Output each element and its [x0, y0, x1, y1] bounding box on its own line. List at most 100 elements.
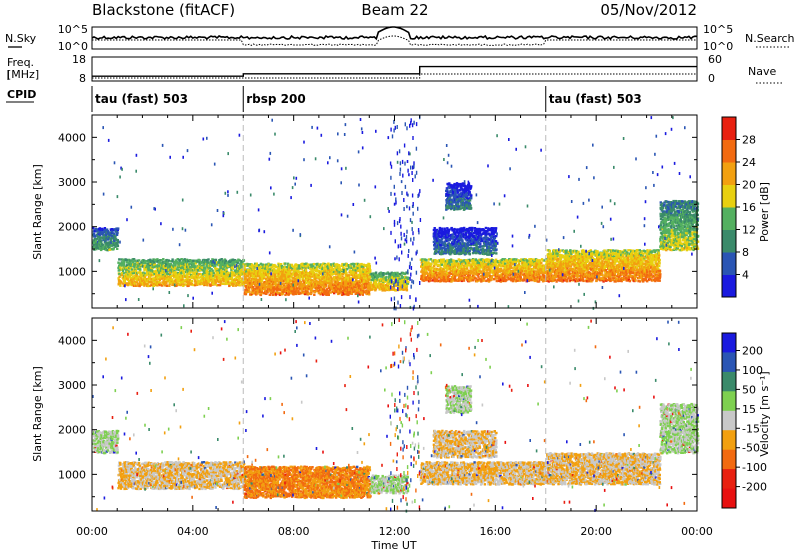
scatter-echoes [92, 318, 692, 513]
velocity-colorbar-tick-label: 15 [742, 403, 756, 416]
x-tick-label: 20:00 [580, 525, 612, 538]
power-colorbar-tick-label: 28 [742, 134, 756, 147]
echo-band [545, 249, 662, 283]
power-colorbar-tick-label: 8 [742, 246, 749, 259]
echo-band [369, 271, 410, 292]
cpid-segment-label: tau (fast) 503 [549, 92, 642, 106]
nsky-label: N.Sky [5, 32, 37, 45]
cpid-strip: CPID tau (fast) 503 rbsp 200 tau (fast) 50… [6, 86, 642, 112]
freq-label-2: [MHz] [7, 68, 39, 81]
freq-tick-top: 18 [72, 53, 86, 66]
x-tick-label: 16:00 [479, 525, 511, 538]
echo-band [432, 226, 498, 256]
echo-band [117, 461, 246, 491]
freq-tick-bottom: 8 [79, 72, 86, 85]
power-colorbar-swatch [722, 229, 736, 253]
power-panel: 1000 2000 3000 4000 Slant Range [km] [31, 114, 700, 311]
noise-tick-right-bottom: 10^0 [703, 40, 733, 53]
velocity-colorbar-tick-label: 50 [742, 383, 756, 396]
power-colorbar-swatch [722, 117, 736, 140]
echo-band [445, 385, 473, 415]
nave-tick-bottom: 0 [708, 72, 715, 85]
x-tick-label: 12:00 [379, 525, 411, 538]
echo-band [445, 182, 473, 211]
cpid-segment-label: rbsp 200 [246, 92, 305, 106]
velocity-colorbar-tick-label: -50 [742, 442, 760, 455]
velocity-colorbar-tick-label: -200 [742, 481, 767, 494]
x-tick-label: 08:00 [278, 525, 310, 538]
power-colorbar-tick-label: 20 [742, 179, 756, 192]
echo-band [92, 226, 120, 252]
echo-band [92, 429, 120, 455]
frequency-line [92, 65, 697, 77]
y-tick-label: 1000 [58, 468, 86, 481]
echo-band [545, 452, 662, 486]
echo-band [659, 199, 700, 252]
radar-title: Blackstone (fitACF) [92, 1, 235, 19]
nsky-line [91, 26, 698, 41]
scatter-echoes [98, 115, 699, 311]
y-tick-label: 2000 [58, 424, 86, 437]
power-colorbar-tick-label: 12 [742, 224, 756, 237]
velocity-colorbar-tick-label: 200 [742, 345, 763, 358]
velocity-panel: 1000 2000 3000 4000 Slant Range [km] [31, 317, 700, 513]
power-ylabel: Slant Range [km] [31, 164, 44, 260]
frequency-strip: Freq. [MHz] 18 8 60 0 Nave [7, 53, 782, 85]
noise-strip: N.Sky 10^5 10^0 10^5 10^0 N.Search [5, 23, 795, 53]
power-colorbar: 4 8 12 16 20 24 28 [721, 116, 756, 298]
power-colorbar-swatch [722, 207, 736, 230]
noise-tick-left-top: 10^5 [58, 23, 88, 36]
y-tick-label: 1000 [58, 265, 86, 278]
velocity-colorbar-swatch [722, 352, 736, 373]
echo-band [432, 429, 498, 459]
velocity-colorbar-tick-label: -15 [742, 422, 760, 435]
y-tick-label: 3000 [58, 176, 86, 189]
x-tick-label: 00:00 [681, 525, 713, 538]
echo-band [419, 461, 549, 486]
velocity-colorbar-swatch [722, 391, 736, 412]
power-colorbar-swatch [722, 162, 736, 185]
velocity-colorbar-swatch [722, 333, 736, 353]
velocity-ylabel: Slant Range [km] [31, 366, 44, 462]
y-tick-label: 4000 [58, 334, 86, 347]
nsearch-label: N.Search [745, 32, 795, 45]
velocity-colorbar-swatch [722, 488, 736, 509]
power-colorbar-swatch [722, 184, 736, 208]
echo-band [243, 465, 372, 500]
x-axis: 00:00 04:00 08:00 12:00 16:00 20:00 00:00 [76, 115, 713, 538]
velocity-colorbar-swatch [722, 430, 736, 451]
velocity-colorbar-swatch [722, 469, 736, 489]
power-colorbar-swatch [722, 139, 736, 163]
power-colorbar-swatch [722, 252, 736, 275]
echo-band [117, 258, 246, 288]
x-tick-label: 04:00 [177, 525, 209, 538]
velocity-colorbar: 200 100 50 15 -15 -50 -100 -200 [721, 332, 767, 509]
velocity-colorbar-label: Velocity [m s⁻¹] [758, 371, 771, 456]
echo-band [369, 474, 410, 495]
y-tick-label: 2000 [58, 221, 86, 234]
noise-tick-right-top: 10^5 [703, 23, 733, 36]
y-tick-label: 3000 [58, 379, 86, 392]
nave-label: Nave [748, 65, 776, 78]
noise-tick-left-bottom: 10^0 [58, 40, 88, 53]
power-colorbar-tick-label: 4 [742, 269, 749, 282]
power-colorbar-label: Power [dB] [758, 182, 771, 242]
velocity-colorbar-tick-label: 100 [742, 364, 763, 377]
power-colorbar-tick-label: 16 [742, 201, 756, 214]
cpid-segment-label: tau (fast) 503 [95, 92, 188, 106]
date-title: 05/Nov/2012 [600, 1, 697, 19]
nsearch-line [92, 35, 697, 47]
beam-title: Beam 22 [361, 1, 428, 19]
velocity-colorbar-swatch [722, 449, 736, 470]
velocity-colorbar-swatch [722, 371, 736, 392]
velocity-colorbar-frame [721, 332, 737, 509]
echo-band [659, 402, 700, 455]
x-axis-label: Time UT [370, 539, 416, 552]
velocity-colorbar-tick-label: -100 [742, 461, 767, 474]
x-tick-label: 00:00 [76, 525, 108, 538]
nave-tick-top: 60 [708, 53, 722, 66]
power-colorbar-swatch [722, 274, 736, 298]
y-tick-label: 4000 [58, 131, 86, 144]
